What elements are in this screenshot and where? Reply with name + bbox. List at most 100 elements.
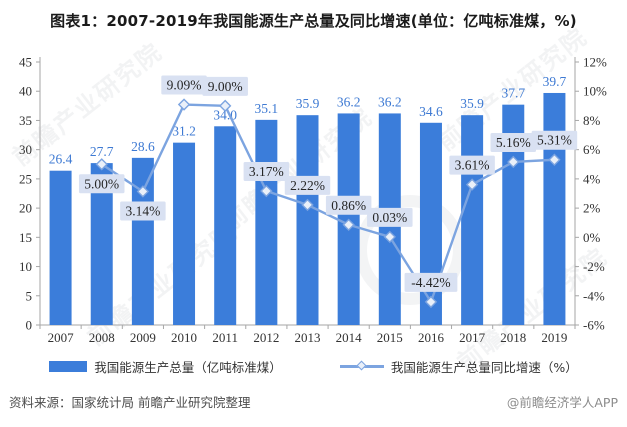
pct-label: 9.09% <box>167 78 202 93</box>
x-axis-label: 2015 <box>377 330 403 345</box>
bar-value-label: 26.4 <box>49 152 73 167</box>
left-axis-tick-label: 15 <box>19 230 32 245</box>
credit-note: @前瞻经济学人APP <box>506 395 618 410</box>
bar <box>461 115 484 325</box>
bar <box>214 126 237 326</box>
left-axis-tick-label: 0 <box>26 318 33 333</box>
right-axis-tick-label: -2% <box>583 259 605 274</box>
pct-label: 3.14% <box>125 203 160 218</box>
x-axis-label: 2016 <box>418 330 445 345</box>
line-marker <box>219 99 232 113</box>
right-axis-tick-label: 4% <box>583 171 601 186</box>
pct-label: 5.31% <box>537 133 572 148</box>
bar <box>255 119 278 325</box>
pct-label: 0.03% <box>372 210 407 225</box>
pct-label-box <box>404 272 458 292</box>
pct-label: 3.17% <box>249 164 284 179</box>
bar <box>296 115 319 325</box>
pct-label-box <box>449 155 495 175</box>
left-axis-tick-label: 20 <box>19 201 32 216</box>
left-axis-tick-label: 10 <box>19 259 32 274</box>
bar <box>90 163 113 325</box>
bar-value-label: 27.7 <box>90 144 114 159</box>
right-axis-tick-label: 6% <box>583 142 601 157</box>
x-axis-label: 2017 <box>459 330 486 345</box>
line-marker <box>383 230 396 244</box>
line-marker <box>95 158 108 171</box>
bar-value-label: 36.2 <box>378 94 402 109</box>
x-axis-label: 2008 <box>89 330 115 345</box>
diamond-marker-icon <box>356 360 367 371</box>
bar-value-label: 37.7 <box>501 86 525 101</box>
legend-label-production-total: 我国能源生产总量（亿吨标准煤） <box>94 360 282 375</box>
x-axis-label: 2018 <box>500 330 526 345</box>
pct-label-box <box>325 195 372 215</box>
line-marker <box>507 155 520 169</box>
line-marker <box>177 98 191 111</box>
bar-value-label: 35.9 <box>296 96 320 111</box>
pct-label-box <box>120 201 166 221</box>
bar <box>543 92 566 325</box>
right-axis-tick-label: -4% <box>583 288 605 303</box>
left-axis-tick-label: 45 <box>19 55 32 70</box>
source-note: 资料来源：国家统计局 前瞻产业研究院整理 <box>9 395 251 410</box>
pct-label-box <box>202 76 248 96</box>
bar <box>419 122 442 325</box>
bar-swatch-icon <box>49 361 88 372</box>
right-axis-tick-label: 8% <box>583 113 601 128</box>
bar <box>502 104 525 325</box>
right-axis-tick-label: 0% <box>583 230 601 245</box>
right-axis-tick-label: 12% <box>583 55 607 70</box>
bar <box>173 142 196 325</box>
pct-label: -4.42% <box>411 275 450 290</box>
bar-value-label: 36.2 <box>337 94 361 109</box>
pct-label: 0.86% <box>331 198 366 213</box>
right-axis-tick-label: 10% <box>583 84 607 99</box>
x-axis-label: 2009 <box>130 330 156 345</box>
line-marker <box>548 153 561 166</box>
pct-label-box <box>367 207 413 227</box>
chart-title: 图表1：2007-2019年我国能源生产总量及同比增速(单位：亿吨标准煤，%) <box>50 12 577 30</box>
bar <box>49 170 72 325</box>
pct-label: 3.61% <box>455 158 490 173</box>
pct-label-box <box>490 132 537 152</box>
x-axis-label: 2007 <box>48 330 75 345</box>
bar-value-label: 28.6 <box>131 139 155 154</box>
pct-label-box <box>78 174 125 194</box>
bar-value-label: 34.6 <box>419 104 443 119</box>
legend-item-production-total: 我国能源生产总量（亿吨标准煤） <box>49 357 282 376</box>
bar <box>131 157 154 325</box>
bar-value-label: 31.2 <box>172 124 196 139</box>
pct-label-box <box>161 75 207 95</box>
pct-label: 2.22% <box>290 178 325 193</box>
legend: 我国能源生产总量（亿吨标准煤） 我国能源生产总量同比增速（%） <box>0 357 627 376</box>
bar-value-label: 35.9 <box>460 96 484 111</box>
chart-plot: 0 5 10 15 20 25 30 35 40 45 -6% -4% -2% 0% 2% 4% 6% 8% 10%… <box>19 55 607 346</box>
pct-label-box <box>531 130 578 150</box>
x-axis-label: 2012 <box>253 330 279 345</box>
pct-label: 5.00% <box>84 176 119 191</box>
line-marker <box>136 185 150 198</box>
bar-value-label: 39.7 <box>543 74 567 89</box>
x-axis-label: 2010 <box>171 330 197 345</box>
x-axis-label: 2011 <box>212 330 238 345</box>
pct-label: 9.00% <box>208 79 243 94</box>
line-swatch-icon <box>339 360 384 371</box>
x-axis-label: 2013 <box>295 330 321 345</box>
line-marker <box>301 198 314 212</box>
x-axis-label: 2014 <box>336 330 363 345</box>
x-axis-label: 2019 <box>541 330 567 345</box>
line-marker <box>424 295 438 309</box>
right-axis-tick-label: -6% <box>583 318 605 333</box>
pct-label-box <box>284 175 331 195</box>
line-marker <box>342 218 355 231</box>
pct-label: 5.16% <box>496 135 531 150</box>
legend-label-growth-rate: 我国能源生产总量同比增速（%） <box>390 360 578 375</box>
pct-label-box <box>243 162 290 182</box>
left-axis-tick-label: 5 <box>26 288 33 303</box>
footer: 资料来源：国家统计局 前瞻产业研究院整理 @前瞻经济学人APP <box>9 392 618 411</box>
left-axis-tick-label: 25 <box>19 171 32 186</box>
line-marker <box>465 178 479 191</box>
bar-value-label: 35.1 <box>255 101 279 116</box>
left-axis-tick-label: 35 <box>19 113 32 128</box>
